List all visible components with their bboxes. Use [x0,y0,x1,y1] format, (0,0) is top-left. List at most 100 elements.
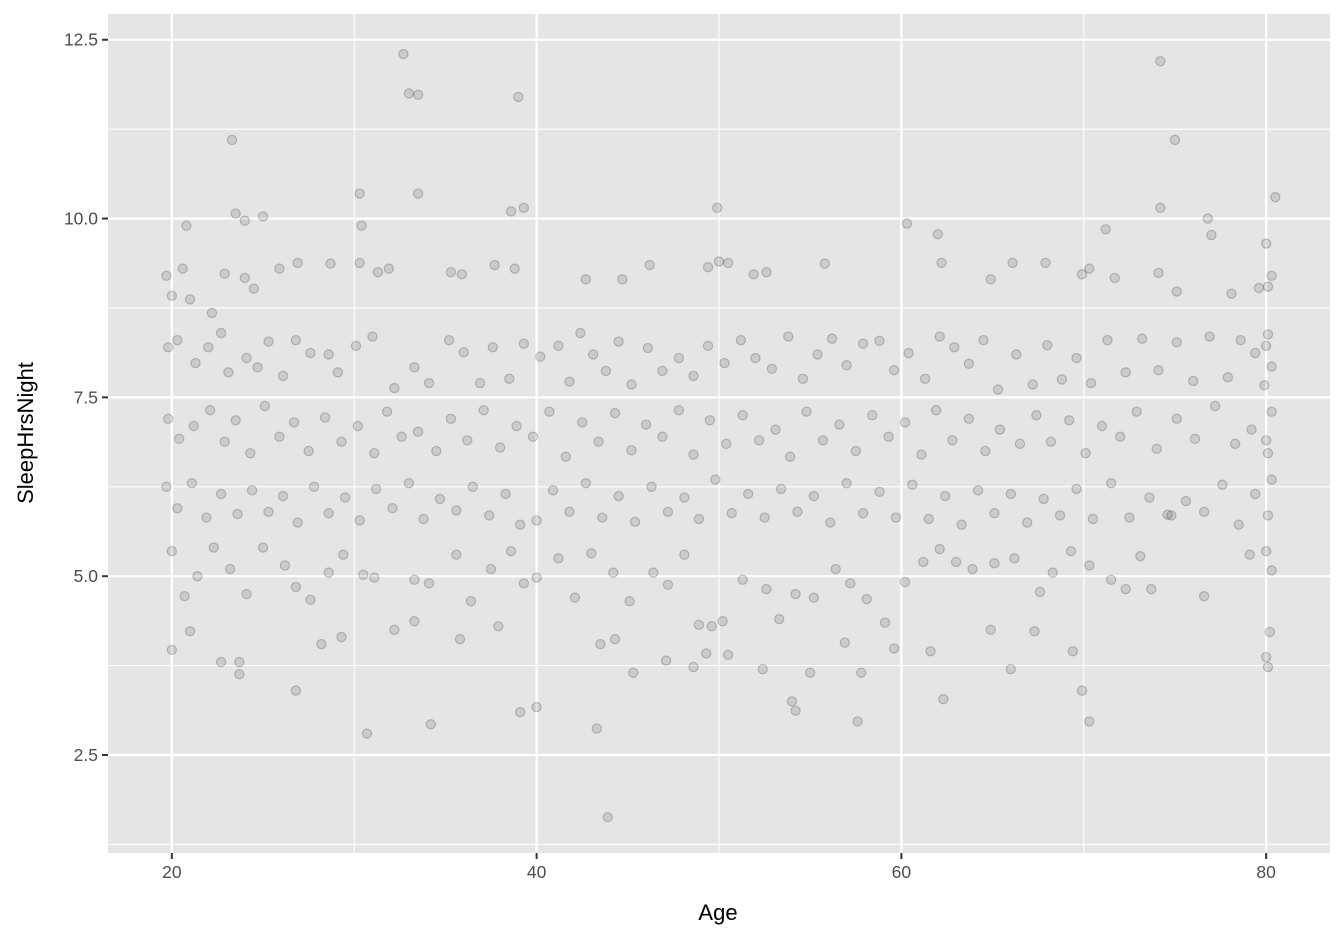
data-point [1144,492,1155,503]
data-point [192,570,203,582]
data-point [1067,646,1079,657]
x-tick-label: 80 [1256,862,1276,882]
data-point [166,545,178,557]
data-point [1056,374,1068,385]
data-point [1063,415,1075,426]
data-point [403,478,415,489]
data-point [323,567,334,578]
data-point [750,352,761,364]
data-point [305,347,316,359]
data-point [693,619,705,631]
data-point [443,334,455,346]
data-point [230,208,241,219]
data-point [445,413,457,425]
data-point [354,188,365,199]
data-point [1153,364,1164,376]
data-point [332,367,344,378]
data-point [531,515,542,526]
data-point [252,362,263,373]
data-point [234,656,245,668]
data-point [1009,553,1020,564]
data-point [316,638,327,650]
data-point [263,336,274,347]
data-point [963,358,975,369]
y-tick-label: 5.0 [74,566,99,586]
data-point [224,563,236,575]
data-point [1034,586,1046,598]
data-point [173,433,185,445]
data-point [1222,372,1234,383]
data-point [352,420,364,432]
data-point [923,513,934,525]
x-tick-label: 60 [892,862,912,882]
points-layer [161,48,1281,823]
data-point [657,431,668,442]
data-point [518,202,530,214]
data-point [1209,400,1221,412]
data-point [451,549,462,560]
data-point [239,272,250,284]
data-point [735,334,747,346]
data-point [257,542,269,553]
data-point [354,257,365,269]
data-point [626,379,637,390]
data-point [172,503,183,514]
data-point [989,508,1000,519]
data-point [1266,406,1277,417]
data-point [1131,406,1142,417]
data-point [245,447,256,459]
data-point [1253,282,1265,294]
data-point [879,617,891,628]
data-point [1084,716,1095,727]
data-point [1151,443,1162,455]
data-point [372,267,384,278]
data-point [215,656,227,668]
data-point [722,257,734,269]
data-point [431,445,442,457]
data-point [600,365,612,377]
data-point [505,206,517,217]
data-point [184,294,196,305]
data-point [609,407,621,419]
data-point [1250,488,1261,500]
data-point [1229,438,1241,450]
data-point [1096,420,1108,432]
data-point [383,263,395,274]
data-point [1027,379,1038,390]
data-point [1042,339,1053,351]
data-point [597,512,608,523]
data-point [644,259,655,271]
data-point [206,307,218,319]
data-point [527,431,539,442]
data-point [161,270,172,281]
data-point [786,696,798,707]
data-point [361,728,373,739]
data-point [662,506,674,518]
data-point [458,347,469,358]
data-point [704,415,716,426]
data-point [850,445,861,457]
data-point [1202,213,1214,224]
data-point [369,447,380,459]
data-point [919,373,931,384]
data-point [1087,513,1099,525]
data-point [1011,349,1022,360]
data-point [387,503,398,514]
data-point [857,508,869,519]
data-point [1171,337,1182,348]
data-point [423,578,435,589]
data-point [989,558,1000,569]
data-point [841,359,852,371]
data-point [223,367,234,378]
data-point [423,377,435,389]
data-point [381,406,393,417]
data-point [292,517,303,528]
data-point [1260,340,1272,352]
data-point [308,481,320,492]
data-point [688,449,699,460]
data-point [186,478,198,489]
data-point [613,336,624,347]
data-point [702,340,714,352]
data-point [1270,191,1281,203]
data-point [303,445,314,457]
